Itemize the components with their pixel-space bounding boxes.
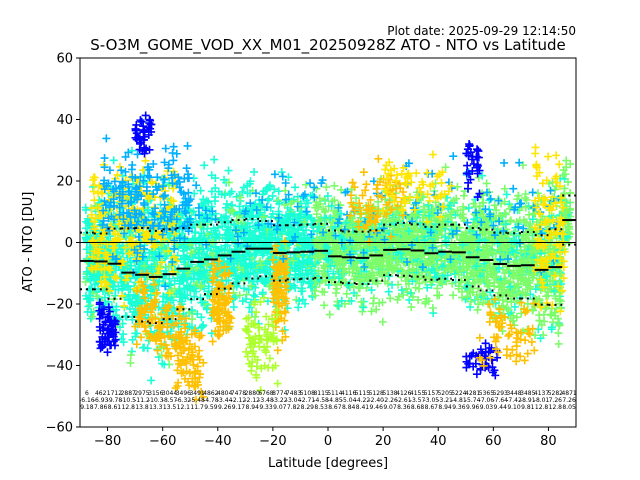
scatter-point [528,215,537,224]
scatter-point [402,284,411,293]
scatter-point [312,210,321,219]
scatter-point [190,189,199,198]
scatter-point [482,179,491,188]
scatter-point [337,185,346,194]
scatter-point [456,278,465,287]
scatter-point [541,304,550,313]
scatter-point [428,304,437,312]
scatter-point [251,312,260,321]
scatter-point [159,292,168,301]
scatter-point [127,347,136,356]
scatter-point [533,189,542,198]
scatter-point [414,295,423,304]
scatter-point [473,305,482,314]
scatter-point [512,290,521,299]
scatter-point [277,229,286,238]
scatter-point [251,283,260,292]
scatter-point [510,302,519,311]
scatter-point [211,184,220,193]
scatter-point [378,317,387,326]
scatter-point [191,228,200,237]
scatter-point [453,182,462,191]
scatter-point [147,376,156,385]
scatter-point [106,232,115,241]
scatter-point [193,309,202,318]
scatter-point [119,330,128,339]
scatter-point [265,181,274,190]
scatter-point [295,297,304,306]
scatter-point [322,183,331,192]
scatter-point [124,290,133,299]
scatter-point [554,329,563,338]
scatter-point [240,284,249,293]
scatter-point [143,344,152,353]
scatter-point [320,301,329,310]
scatter-point [210,155,219,164]
plot-date: Plot date: 2025-09-29 12:14:50 [387,24,576,38]
scatter-point [250,167,259,176]
scatter-point [551,185,560,194]
scatter-point [291,183,300,192]
scatter-point [525,210,534,219]
scatter-point [347,296,356,305]
scatter-point [441,163,450,172]
chart-title: S-O3M_GOME_VOD_XX_M01_20250928Z ATO - NT… [90,36,566,55]
scatter-point [369,294,378,303]
scatter-point [451,210,460,219]
scatter-point [235,291,244,300]
scatter-point [224,166,233,175]
scatter-point [235,211,244,220]
scatter-point [126,294,135,303]
scatter-point [229,303,238,312]
scatter-point [390,265,399,274]
scatter-point [437,241,446,250]
scatter-point [84,302,93,311]
scatter-point [160,360,169,369]
scatter-point [517,309,526,318]
scatter-point [255,232,264,241]
scatter-point [479,298,488,307]
